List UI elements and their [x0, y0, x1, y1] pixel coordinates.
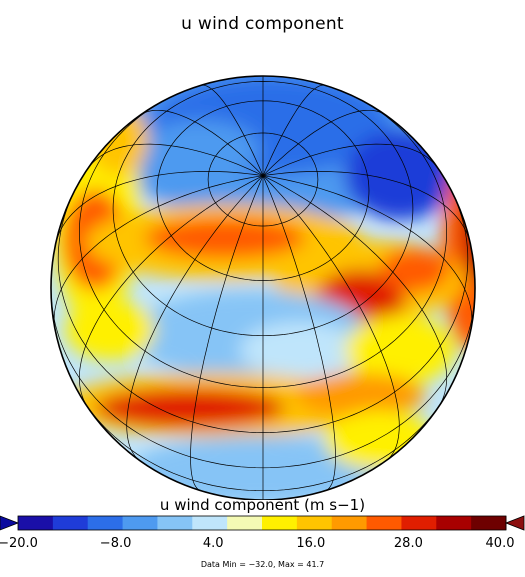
map-title: u wind component: [181, 14, 344, 34]
graticule-line: [262, 143, 438, 177]
colorbar-tick: 40.0: [485, 536, 515, 551]
graticule-line: [53, 175, 264, 331]
colorbar: [0, 515, 525, 531]
colorbar-cell: [471, 516, 507, 530]
graticule-line: [262, 171, 471, 242]
colorbar-cell: [18, 516, 54, 530]
colorbar-cell: [87, 516, 124, 530]
graticule-line: [88, 143, 264, 177]
data-range-note: Data Min = −32.0, Max = 41.7: [200, 560, 325, 569]
graticule-line: [262, 109, 386, 176]
graticule-line: [262, 84, 325, 176]
colorbar-cell: [192, 516, 228, 530]
globe-outline: [50, 75, 476, 500]
colorbar-cells: [18, 516, 507, 530]
colorbar-cell: [227, 516, 263, 530]
colorbar-cell: [262, 516, 298, 530]
graticule-line: [262, 175, 400, 460]
graticule-line: [201, 84, 264, 176]
colorbar-cell: [401, 516, 437, 530]
colorbar-tick: 4.0: [202, 536, 224, 551]
graticule-line: [262, 175, 447, 406]
graticule-line: [262, 175, 473, 331]
colorbar-cell: [157, 516, 193, 530]
graticule-line: [190, 175, 264, 491]
colorbar-tick: −8.0: [99, 536, 132, 551]
colorbar-cell: [296, 516, 333, 530]
graticule-line: [262, 175, 336, 491]
colorbar-label: u wind component (m s−1): [159, 496, 366, 514]
colorbar-over-triangle: [504, 515, 525, 531]
colorbar-tick: −20.0: [0, 536, 38, 551]
graticule-line: [140, 109, 264, 176]
colorbar-cell: [436, 516, 472, 530]
colorbar-cell: [331, 516, 368, 530]
colorbar-cell: [52, 516, 89, 530]
colorbar-tick: 28.0: [393, 536, 423, 551]
graticule: [51, 76, 475, 500]
colorbar-cell: [366, 516, 402, 530]
colorbar-tick: 16.0: [296, 536, 326, 551]
graticule-line: [126, 175, 264, 460]
colorbar-under-triangle: [0, 515, 20, 531]
graticule-line: [79, 175, 264, 406]
globe-map: [50, 75, 476, 500]
colorbar-cell: [122, 516, 158, 530]
graticule-line: [55, 171, 264, 242]
